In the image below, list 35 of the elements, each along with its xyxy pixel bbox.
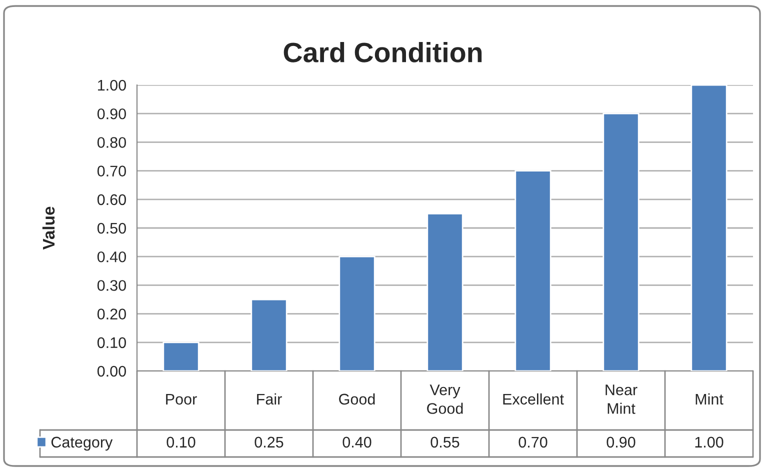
y-tick-label: 0.80 <box>97 137 126 148</box>
x-tick-label: Mint <box>696 393 724 405</box>
y-tick-label: 0.40 <box>97 251 126 262</box>
x-tick-label: Excellent <box>503 393 564 405</box>
x-tick-label: Poor <box>166 394 197 405</box>
bar <box>426 213 464 371</box>
bar <box>690 85 728 371</box>
bar <box>250 298 288 371</box>
bar <box>514 170 552 371</box>
data-label: 0.40 <box>342 436 372 448</box>
data-label: 0.70 <box>518 436 548 448</box>
y-tick-label: 0.70 <box>97 166 126 176</box>
y-tick-label: 1.00 <box>98 80 126 91</box>
y-tick-label: 0.20 <box>97 308 126 320</box>
y-tick-label: 0.90 <box>97 108 126 120</box>
x-tick-label: Good <box>339 393 375 405</box>
chart-title: Card Condition <box>284 42 482 62</box>
x-tick-label: Very Good <box>427 384 463 414</box>
y-tick-label: 0.10 <box>97 337 126 348</box>
y-tick-label: 0.00 <box>97 366 126 377</box>
x-tick-label: Near Mint <box>606 384 638 414</box>
bar <box>602 112 640 371</box>
data-label: 0.90 <box>606 436 636 448</box>
legend-label: Category <box>51 436 113 451</box>
bar <box>338 256 376 371</box>
y-tick-label: 0.50 <box>97 222 126 234</box>
x-tick-label: Fair <box>257 393 282 405</box>
data-label: 0.10 <box>166 436 196 448</box>
data-label: 1.00 <box>695 436 724 448</box>
data-label: 0.25 <box>254 436 284 448</box>
y-tick-label: 0.60 <box>97 194 126 206</box>
y-axis-title: Value <box>42 206 55 250</box>
bar <box>162 342 200 371</box>
y-tick-label: 0.30 <box>97 280 126 291</box>
data-label: 0.55 <box>430 436 460 448</box>
